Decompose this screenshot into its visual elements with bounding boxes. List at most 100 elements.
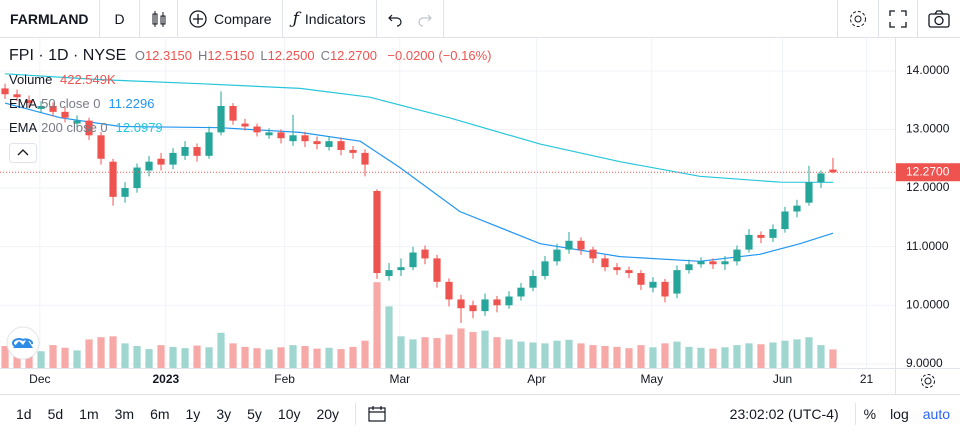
range-buttons: 1d 5d 1m 3m 6m 1y 3y 5y 10y 20y [0, 406, 347, 422]
symbol-row: FPI · 1D · NYSE O12.3150 H12.5150 L12.2500… [9, 47, 492, 64]
volume-bar [85, 339, 93, 368]
collapse-button[interactable] [9, 142, 37, 163]
volume-bar [697, 347, 705, 368]
candle-body [265, 132, 273, 136]
volume-bar [13, 349, 21, 368]
candle-body [241, 123, 249, 127]
scale-option[interactable]: % [863, 406, 877, 422]
ohlc-value: 12.2700 [329, 48, 377, 63]
candle-body [493, 299, 501, 306]
volume-bar [601, 346, 609, 368]
volume-bar [721, 347, 729, 368]
candle-body [313, 141, 321, 145]
scale-option[interactable]: log [890, 406, 909, 422]
candle-body [697, 261, 705, 265]
candle-body [373, 190, 381, 274]
y-tick-label: 11.0000 [906, 239, 949, 253]
candle-body [229, 105, 237, 121]
clock: 23:02:02 (UTC-4) [729, 406, 839, 422]
volume-bar [157, 345, 165, 368]
candle-body [49, 105, 57, 112]
camera-icon [928, 9, 950, 28]
logo[interactable] [6, 326, 40, 360]
volume-bar [265, 349, 273, 368]
date-range-icon[interactable] [368, 405, 386, 423]
volume-bar [505, 339, 513, 368]
range-button[interactable]: 1y [185, 406, 201, 422]
plus-icon [189, 9, 207, 28]
candle-body [781, 211, 789, 230]
volume-bar [517, 341, 525, 368]
candle-body [601, 258, 609, 268]
indicator-row: EMA 200 close 0 12.0979 [9, 116, 491, 140]
range-button[interactable]: 5y [247, 406, 262, 422]
undo-icon[interactable] [387, 11, 403, 27]
fullscreen-button[interactable] [879, 0, 918, 38]
volume-bar [541, 343, 549, 368]
snapshot-button[interactable] [918, 0, 960, 38]
volume-bar [205, 347, 213, 368]
candle-body [361, 152, 369, 165]
volume-bar [49, 345, 57, 368]
volume-bar [793, 339, 801, 368]
last-price-box [896, 163, 960, 182]
volume-bar [769, 342, 777, 368]
volume-bar [229, 343, 237, 368]
volume-bar [109, 336, 117, 368]
volume-bar [133, 346, 141, 368]
compare-button[interactable]: Compare [178, 0, 283, 38]
volume-bar [121, 343, 129, 368]
time-axis-settings[interactable] [921, 374, 935, 388]
candle-body [397, 267, 405, 271]
volume-bar [649, 347, 657, 368]
volume-bar [37, 351, 45, 368]
indicator-value: 12.0979 [115, 120, 163, 135]
candle-body [553, 249, 561, 262]
volume-bar [829, 349, 837, 368]
separator [355, 403, 357, 425]
range-button[interactable]: 20y [316, 406, 340, 422]
volume-bar [685, 346, 693, 368]
range-button[interactable]: 3y [216, 406, 232, 422]
range-button[interactable]: 10y [277, 406, 301, 422]
candle-icon [152, 10, 165, 27]
range-button[interactable]: 6m [150, 406, 170, 422]
scale-option[interactable]: auto [922, 406, 950, 422]
settings-button[interactable] [837, 0, 879, 38]
indicators-button[interactable]: ƒ Indicators [283, 0, 377, 38]
candle-body [709, 261, 717, 265]
y-tick-label: 12.0000 [906, 180, 950, 194]
candle-body [517, 287, 525, 297]
chart-type-button[interactable] [140, 0, 178, 38]
candle-body [37, 105, 45, 109]
volume-bar [97, 337, 105, 368]
ohlc-value: 12.5150 [207, 48, 255, 63]
volume-bar [469, 331, 477, 368]
redo-icon[interactable] [417, 11, 433, 27]
candle-body [625, 270, 633, 274]
volume-bar [301, 346, 309, 368]
volume-bar [493, 337, 501, 368]
candle-body [121, 188, 129, 197]
legend: FPI · 1D · NYSE O12.3150 H12.5150 L12.2500… [9, 44, 491, 164]
candle-body [685, 264, 693, 271]
volume-bar [613, 346, 621, 368]
range-button[interactable]: 3m [114, 406, 135, 422]
range-button[interactable]: 1m [79, 406, 99, 422]
interval-button[interactable]: D [100, 0, 140, 38]
range-button[interactable]: 1d [16, 406, 32, 422]
indicator-row: EMA 50 close 0 11.2296 [9, 92, 491, 116]
ohlc-key: L [260, 48, 268, 63]
range-button[interactable]: 5d [47, 406, 64, 422]
candle-body [565, 240, 573, 250]
separator [854, 403, 856, 425]
gear-icon [850, 10, 866, 27]
ohlc-key: C [320, 48, 330, 63]
volume-bar [421, 337, 429, 368]
x-tick-label: May [640, 372, 663, 386]
y-tick-label: 9.0000 [906, 356, 943, 370]
volume-bar [409, 339, 417, 368]
candle-body [61, 111, 69, 118]
symbol-search[interactable]: FARMLAND [0, 0, 100, 38]
volume-bar [193, 345, 201, 368]
